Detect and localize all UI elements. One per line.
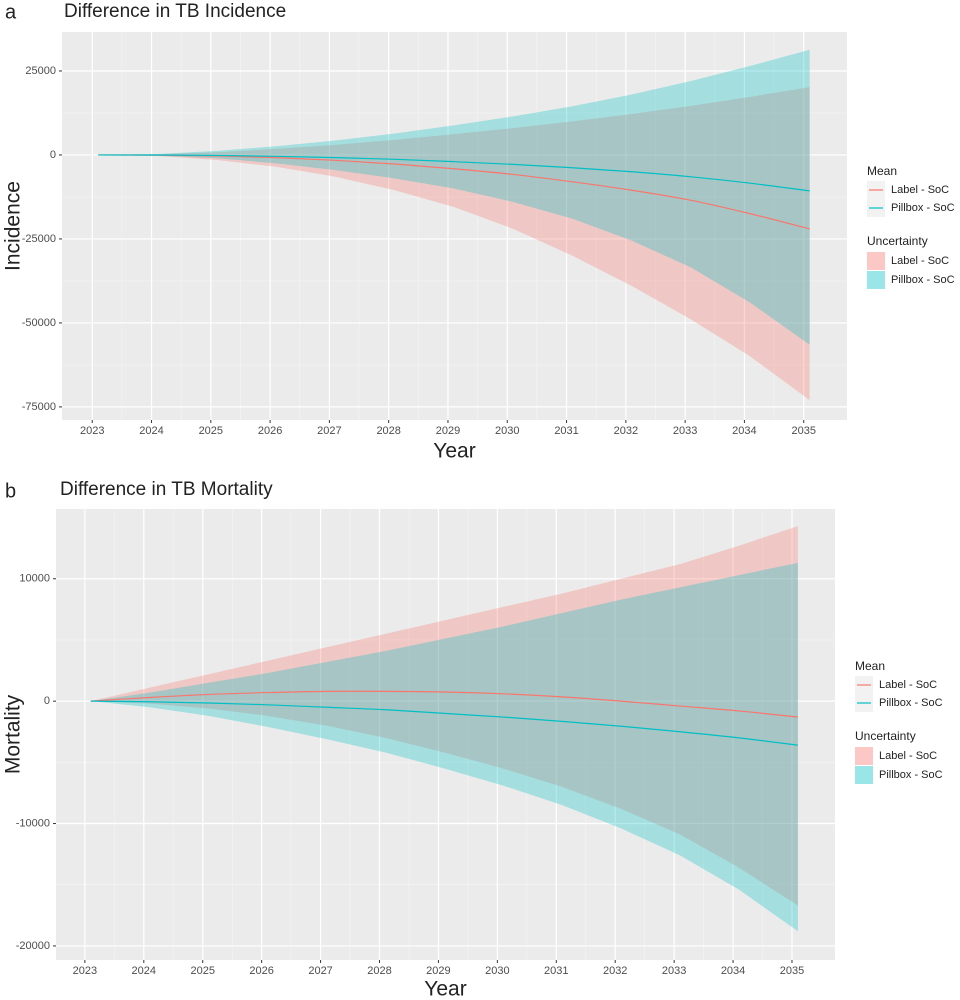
x-tick-label: 2027 — [308, 965, 332, 977]
x-axis-label: Year — [424, 978, 466, 1000]
x-tick-label: 2026 — [258, 425, 282, 437]
legend-label: Label - SoC — [879, 679, 937, 691]
legend-title: Uncertainty — [867, 234, 928, 248]
x-tick-label: 2024 — [139, 425, 163, 437]
x-tick-label: 2023 — [80, 425, 104, 437]
legend-swatch — [855, 747, 873, 765]
x-axis-label: Year — [433, 440, 475, 463]
legend-swatch — [867, 271, 885, 289]
y-tick-label: -10000 — [16, 817, 50, 829]
chart-title: Difference in TB Incidence — [64, 1, 286, 22]
y-tick-label: 25000 — [25, 65, 56, 77]
uncertainty-band — [90, 526, 798, 906]
x-tick-label: 2031 — [554, 425, 578, 437]
x-tick-label: 2023 — [73, 965, 97, 977]
y-tick-label: -25000 — [22, 233, 56, 245]
x-tick-label: 2028 — [367, 965, 391, 977]
x-tick-label: 2035 — [780, 965, 804, 977]
chart-panel: -20000 -10000 0 10000 2023 2024 2025 2026 2027 20… — [2, 479, 943, 1000]
x-tick-label: 2032 — [603, 965, 627, 977]
legend-swatch — [867, 252, 885, 270]
mean-line — [90, 700, 798, 746]
x-tick-label: 2032 — [614, 425, 638, 437]
uncertainty-band — [98, 87, 810, 401]
legend-label: Label - SoC — [891, 184, 949, 196]
legend-label: Pillbox - SoC — [879, 769, 943, 781]
panel-label: b — [5, 480, 16, 502]
legend-label: Pillbox - SoC — [879, 697, 943, 709]
y-tick-label: 0 — [50, 149, 56, 161]
y-tick-label: -75000 — [22, 401, 56, 413]
legend-label: Label - SoC — [879, 750, 937, 762]
x-tick-label: 2031 — [544, 965, 568, 977]
mean-line — [98, 154, 810, 192]
uncertainty-band — [90, 562, 798, 932]
x-tick-label: 2027 — [317, 425, 341, 437]
x-tick-label: 2029 — [436, 425, 460, 437]
y-tick-label: 0 — [44, 695, 50, 707]
plot-background — [62, 32, 847, 420]
x-tick-label: 2035 — [791, 425, 815, 437]
x-tick-label: 2029 — [426, 965, 450, 977]
mean-line — [90, 690, 798, 718]
legend-label: Pillbox - SoC — [891, 274, 955, 286]
y-tick-label: 10000 — [19, 573, 50, 585]
legend-title: Uncertainty — [855, 729, 916, 743]
panel-label: a — [5, 1, 17, 23]
chart-title: Difference in TB Mortality — [60, 479, 273, 500]
y-tick-label: -50000 — [22, 317, 56, 329]
uncertainty-band — [98, 49, 810, 345]
legend-title: Mean — [855, 659, 885, 673]
legend-label: Pillbox - SoC — [891, 202, 955, 214]
x-tick-label: 2025 — [199, 425, 223, 437]
x-tick-label: 2030 — [495, 425, 519, 437]
legend-title: Mean — [867, 164, 897, 178]
y-axis-label: Mortality — [2, 694, 25, 774]
x-tick-label: 2026 — [249, 965, 273, 977]
chart-panel: -75000 -50000 -25000 0 25000 2023 2024 2025 2026… — [2, 1, 955, 463]
legend-swatch — [855, 766, 873, 784]
x-tick-label: 2033 — [673, 425, 697, 437]
x-tick-label: 2033 — [662, 965, 686, 977]
x-tick-label: 2024 — [132, 965, 156, 977]
x-tick-label: 2034 — [721, 965, 745, 977]
x-tick-label: 2025 — [190, 965, 214, 977]
legend-label: Label - SoC — [891, 255, 949, 267]
x-tick-label: 2030 — [485, 965, 509, 977]
x-tick-label: 2034 — [732, 425, 756, 437]
x-tick-label: 2028 — [376, 425, 400, 437]
y-axis-label: Incidence — [2, 181, 25, 271]
y-tick-label: -20000 — [16, 940, 50, 952]
